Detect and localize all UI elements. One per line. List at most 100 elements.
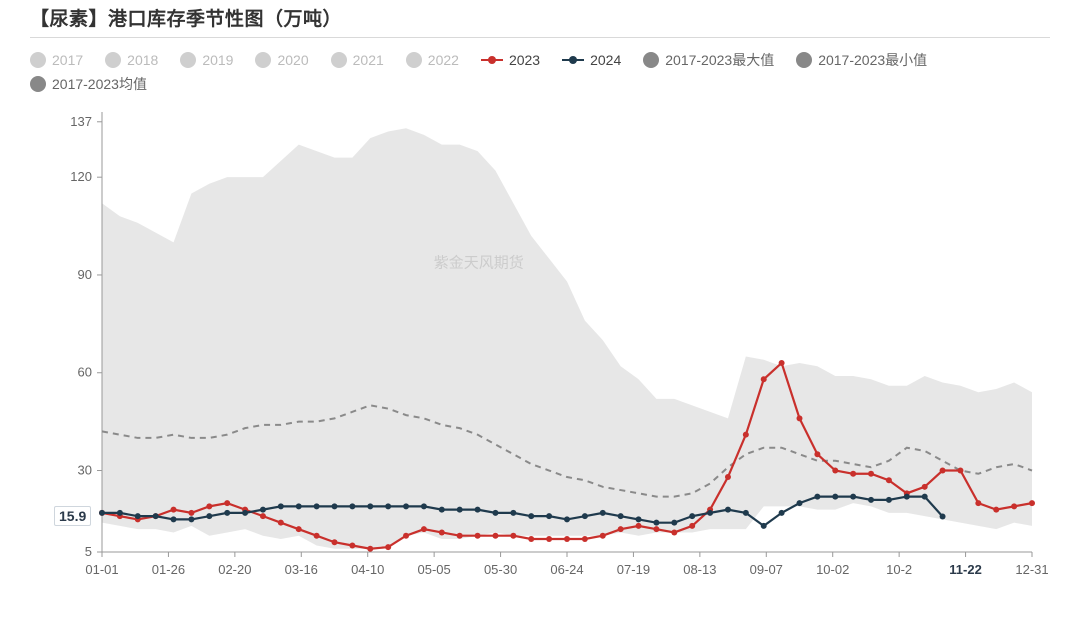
legend: 2017 2018 2019 2020 2021 2022 2023 2024 2017-202… <box>30 48 1050 96</box>
marker-2024 <box>761 523 767 529</box>
marker-2024 <box>332 503 338 509</box>
marker-2023 <box>224 500 230 506</box>
range-band <box>102 128 1032 548</box>
marker-2023 <box>564 536 570 542</box>
svg-text:12-31: 12-31 <box>1015 562 1048 577</box>
marker-2023 <box>743 432 749 438</box>
marker-2023 <box>385 544 391 550</box>
legend-item-2021[interactable]: 2021 <box>331 50 384 70</box>
legend-item-min[interactable]: 2017-2023最小值 <box>796 48 927 72</box>
legend-swatch-2018 <box>105 52 121 68</box>
marker-2024 <box>618 513 624 519</box>
marker-2024 <box>743 510 749 516</box>
marker-2024 <box>242 510 248 516</box>
svg-text:5: 5 <box>85 544 92 559</box>
chart-title: 【尿素】港口库存季节性图（万吨） <box>30 4 1050 31</box>
marker-2024 <box>653 520 659 526</box>
marker-2023 <box>940 468 946 474</box>
chart-area: 紫金天风期货 530609012013701-0101-2602-2003-16… <box>30 102 1050 602</box>
legend-item-2024[interactable]: 2024 <box>562 50 621 70</box>
marker-2023 <box>832 468 838 474</box>
marker-2024 <box>832 494 838 500</box>
legend-label-min: 2017-2023最小值 <box>818 50 927 70</box>
marker-2024 <box>922 494 928 500</box>
marker-2023 <box>188 510 194 516</box>
marker-2024 <box>707 510 713 516</box>
marker-2024 <box>582 513 588 519</box>
marker-2023 <box>993 507 999 513</box>
marker-2024 <box>403 503 409 509</box>
svg-text:120: 120 <box>70 169 92 184</box>
marker-2024 <box>671 520 677 526</box>
marker-2023 <box>957 468 963 474</box>
svg-text:01-01: 01-01 <box>85 562 118 577</box>
legend-label-2021: 2021 <box>353 52 384 68</box>
marker-2024 <box>117 510 123 516</box>
marker-2023 <box>171 507 177 513</box>
marker-2024 <box>636 516 642 522</box>
marker-2024 <box>475 507 481 513</box>
marker-2023 <box>349 542 355 548</box>
svg-text:60: 60 <box>78 365 92 380</box>
svg-text:07-19: 07-19 <box>617 562 650 577</box>
legend-item-2017[interactable]: 2017 <box>30 50 83 70</box>
marker-2023 <box>296 526 302 532</box>
svg-text:08-13: 08-13 <box>683 562 716 577</box>
marker-2023 <box>439 529 445 535</box>
marker-2023 <box>367 546 373 552</box>
marker-2024 <box>940 513 946 519</box>
marker-2024 <box>564 516 570 522</box>
svg-text:04-10: 04-10 <box>351 562 384 577</box>
legend-swatch-max <box>643 52 659 68</box>
svg-text:90: 90 <box>78 267 92 282</box>
marker-2023 <box>475 533 481 539</box>
marker-2024 <box>439 507 445 513</box>
svg-text:02-20: 02-20 <box>218 562 251 577</box>
marker-2024 <box>278 503 284 509</box>
marker-2024 <box>296 503 302 509</box>
marker-2024 <box>886 497 892 503</box>
legend-swatch-2024 <box>562 59 584 61</box>
svg-text:01-26: 01-26 <box>152 562 185 577</box>
svg-text:05-30: 05-30 <box>484 562 517 577</box>
marker-2024 <box>689 513 695 519</box>
marker-2023 <box>636 523 642 529</box>
marker-2024 <box>224 510 230 516</box>
legend-swatch-2017 <box>30 52 46 68</box>
legend-label-2022: 2022 <box>428 52 459 68</box>
svg-text:10-02: 10-02 <box>816 562 849 577</box>
marker-2023 <box>725 474 731 480</box>
marker-2024 <box>367 503 373 509</box>
legend-item-2023[interactable]: 2023 <box>481 50 540 70</box>
legend-item-2020[interactable]: 2020 <box>255 50 308 70</box>
marker-2023 <box>868 471 874 477</box>
legend-label-avg: 2017-2023均值 <box>52 74 147 94</box>
legend-item-2022[interactable]: 2022 <box>406 50 459 70</box>
legend-item-2019[interactable]: 2019 <box>180 50 233 70</box>
marker-2023 <box>886 477 892 483</box>
legend-item-2018[interactable]: 2018 <box>105 50 158 70</box>
legend-item-max[interactable]: 2017-2023最大值 <box>643 48 774 72</box>
marker-2023 <box>1011 503 1017 509</box>
marker-2023 <box>618 526 624 532</box>
marker-2024 <box>779 510 785 516</box>
marker-2024 <box>421 503 427 509</box>
marker-2024 <box>492 510 498 516</box>
marker-2023 <box>779 360 785 366</box>
seasonal-chart-svg: 530609012013701-0101-2602-2003-1604-1005… <box>30 102 1050 602</box>
marker-2024 <box>510 510 516 516</box>
marker-2023 <box>814 451 820 457</box>
marker-2024 <box>99 510 105 516</box>
marker-2024 <box>850 494 856 500</box>
svg-text:05-05: 05-05 <box>418 562 451 577</box>
marker-2023 <box>797 415 803 421</box>
marker-2023 <box>671 529 677 535</box>
marker-2023 <box>492 533 498 539</box>
y-current-badge: 15.9 <box>54 506 91 526</box>
marker-2024 <box>457 507 463 513</box>
marker-2024 <box>260 507 266 513</box>
marker-2023 <box>975 500 981 506</box>
legend-item-avg[interactable]: 2017-2023均值 <box>30 72 147 96</box>
marker-2024 <box>188 516 194 522</box>
marker-2023 <box>206 503 212 509</box>
